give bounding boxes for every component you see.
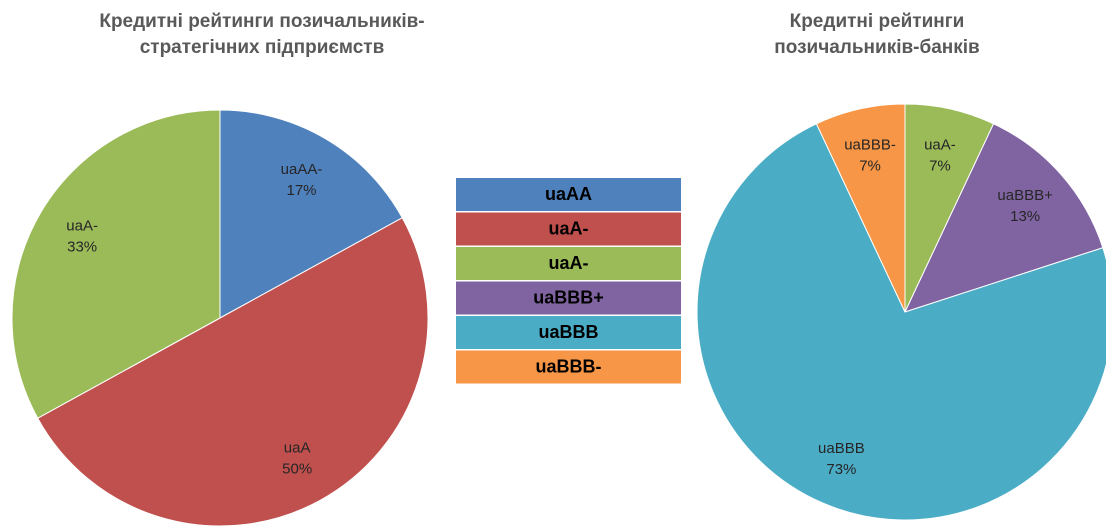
pie-slice — [37, 217, 429, 527]
legend-swatch — [456, 350, 681, 384]
slice-value: 7% — [859, 158, 881, 175]
slice-category: uaBBB+ — [997, 187, 1053, 204]
legend-label: uaBBB — [538, 322, 598, 342]
legend-label: uaBBB- — [536, 357, 602, 377]
slice-category: uaAA- — [281, 161, 323, 178]
legend-label: uaA- — [549, 253, 589, 273]
pie-slice — [815, 103, 906, 313]
pie-slice — [696, 123, 1106, 521]
legend-label: uaA- — [549, 219, 589, 239]
slice-value: 13% — [1010, 208, 1040, 225]
legend-swatch — [456, 247, 681, 280]
chart-title: Кредитні рейтинги позичальників- — [99, 11, 424, 32]
legend-swatch — [456, 178, 681, 211]
pie-slice — [11, 109, 221, 419]
slice-category: uaA- — [924, 137, 956, 154]
slice-value: 73% — [826, 461, 856, 478]
legend-swatch — [456, 316, 681, 349]
legend-swatch — [456, 281, 681, 315]
slice-category: uaA — [284, 439, 311, 456]
chart-title: позичальників-банків — [774, 37, 980, 58]
slice-value: 17% — [287, 182, 317, 199]
legend-swatch — [456, 212, 681, 246]
slice-category: uaBBB- — [844, 137, 896, 154]
slice-category: uaBBB — [818, 440, 865, 457]
slice-value: 50% — [282, 460, 312, 477]
slice-value: 33% — [67, 238, 97, 255]
chart-title: Кредитні рейтинги — [790, 11, 965, 32]
slice-category: uaA- — [66, 217, 98, 234]
pie-slice — [219, 109, 403, 319]
pie-slice — [904, 123, 1104, 313]
legend-label: uaAA — [545, 184, 592, 204]
chart-title: стратегічних підприємств — [140, 37, 385, 58]
slice-value: 7% — [929, 158, 951, 175]
legend-label: uaBBB+ — [533, 288, 604, 308]
